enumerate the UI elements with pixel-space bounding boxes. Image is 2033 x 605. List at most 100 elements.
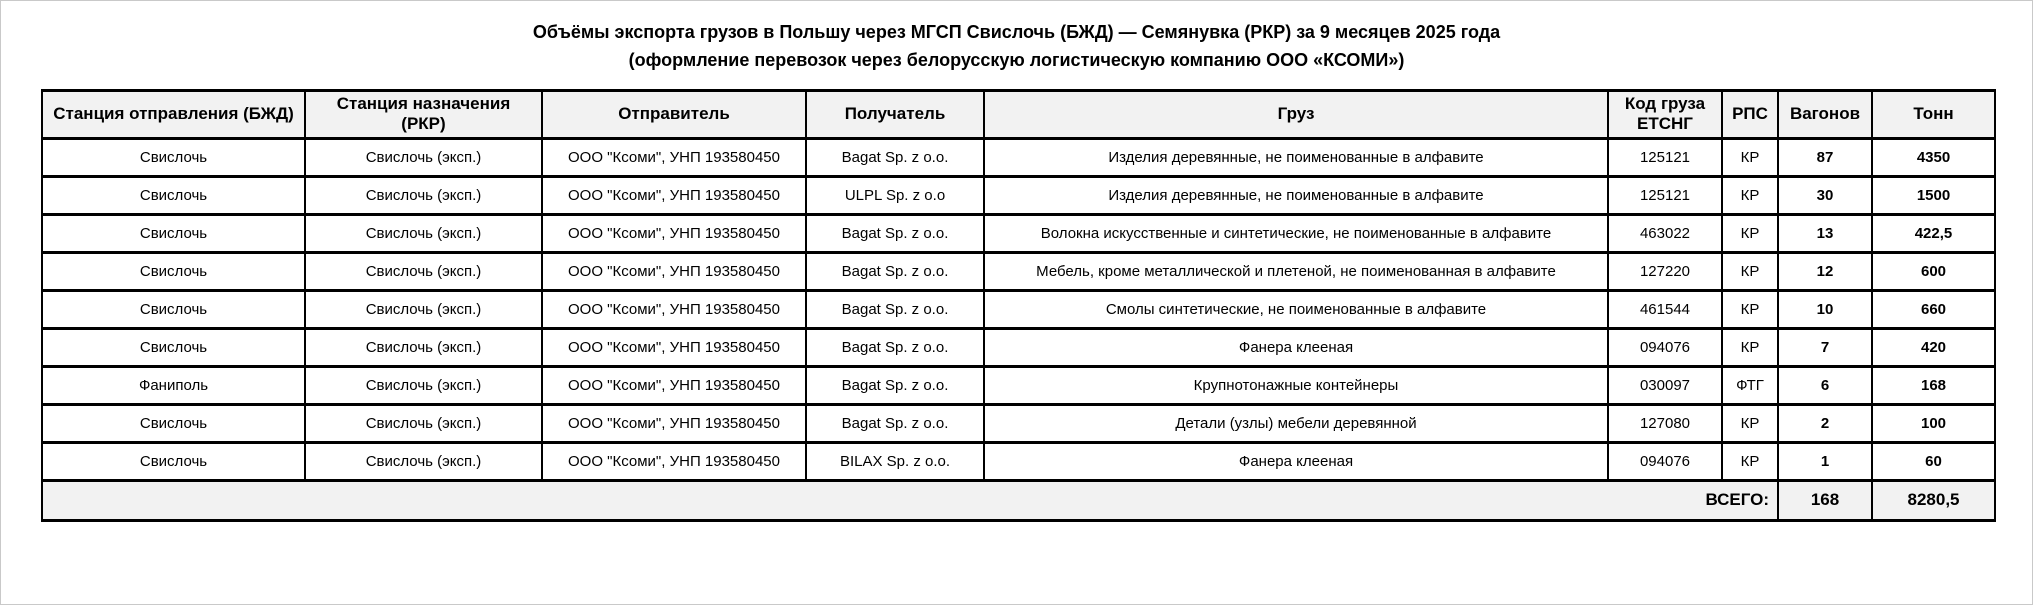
cell-wagons: 7 bbox=[1777, 326, 1873, 368]
cell-rps: КР bbox=[1721, 136, 1779, 178]
cell-sender: ООО "Ксоми", УНП 193580450 bbox=[541, 440, 807, 482]
cell-departure-station: Фаниполь bbox=[41, 364, 306, 406]
cell-cargo: Изделия деревянные, не поименованные в а… bbox=[983, 174, 1609, 216]
document-title: Объёмы экспорта грузов в Польшу через МГ… bbox=[1, 19, 2032, 75]
cell-cargo-code-etsng: 125121 bbox=[1607, 174, 1723, 216]
cell-rps: КР bbox=[1721, 326, 1779, 368]
cell-rps: КР bbox=[1721, 250, 1779, 292]
header-cargo-code-etsng: Код груза ЕТСНГ bbox=[1607, 88, 1723, 140]
cell-wagons: 12 bbox=[1777, 250, 1873, 292]
cell-cargo-code-etsng: 030097 bbox=[1607, 364, 1723, 406]
table-row: Свислочь Свислочь (эксп.) ООО "Ксоми", УНП… bbox=[41, 250, 1996, 292]
cell-receiver: Bagat Sp. z o.o. bbox=[805, 326, 985, 368]
cell-receiver: Bagat Sp. z o.o. bbox=[805, 250, 985, 292]
cell-destination-station: Свислочь (эксп.) bbox=[304, 440, 543, 482]
table-header: Станция отправления (БЖД) Станция назнач… bbox=[41, 88, 1996, 140]
cell-wagons: 13 bbox=[1777, 212, 1873, 254]
cell-sender: ООО "Ксоми", УНП 193580450 bbox=[541, 364, 807, 406]
cell-destination-station: Свислочь (эксп.) bbox=[304, 174, 543, 216]
cell-receiver: Bagat Sp. z o.o. bbox=[805, 212, 985, 254]
cell-departure-station: Свислочь bbox=[41, 440, 306, 482]
table-row: Фаниполь Свислочь (эксп.) ООО "Ксоми", УНП… bbox=[41, 364, 1996, 406]
cell-cargo-code-etsng: 125121 bbox=[1607, 136, 1723, 178]
cell-departure-station: Свислочь bbox=[41, 288, 306, 330]
cell-tons: 660 bbox=[1871, 288, 1996, 330]
cell-wagons: 10 bbox=[1777, 288, 1873, 330]
cell-departure-station: Свислочь bbox=[41, 326, 306, 368]
title-line-2: (оформление перевозок через белорусскую … bbox=[628, 49, 1405, 70]
cell-departure-station: Свислочь bbox=[41, 250, 306, 292]
cell-receiver: Bagat Sp. z o.o. bbox=[805, 402, 985, 444]
cell-wagons: 1 bbox=[1777, 440, 1873, 482]
cell-cargo: Смолы синтетические, не поименованные в … bbox=[983, 288, 1609, 330]
cell-destination-station: Свислочь (эксп.) bbox=[304, 136, 543, 178]
cell-tons: 600 bbox=[1871, 250, 1996, 292]
table-row: Свислочь Свислочь (эксп.) ООО "Ксоми", УНП… bbox=[41, 136, 1996, 178]
header-receiver: Получатель bbox=[805, 88, 985, 140]
cell-rps: КР bbox=[1721, 440, 1779, 482]
cell-cargo-code-etsng: 094076 bbox=[1607, 326, 1723, 368]
cell-sender: ООО "Ксоми", УНП 193580450 bbox=[541, 136, 807, 178]
cell-tons: 168 bbox=[1871, 364, 1996, 406]
header-tons: Тонн bbox=[1871, 88, 1996, 140]
cell-wagons: 30 bbox=[1777, 174, 1873, 216]
cell-wagons: 6 bbox=[1777, 364, 1873, 406]
cell-departure-station: Свислочь bbox=[41, 174, 306, 216]
cell-wagons: 87 bbox=[1777, 136, 1873, 178]
cell-departure-station: Свислочь bbox=[41, 136, 306, 178]
cell-destination-station: Свислочь (эксп.) bbox=[304, 212, 543, 254]
cell-cargo: Фанера клееная bbox=[983, 440, 1609, 482]
cell-departure-station: Свислочь bbox=[41, 212, 306, 254]
cell-receiver: Bagat Sp. z o.o. bbox=[805, 136, 985, 178]
header-rps: РПС bbox=[1721, 88, 1779, 140]
table-row: Свислочь Свислочь (эксп.) ООО "Ксоми", УНП… bbox=[41, 440, 1996, 482]
cell-tons: 100 bbox=[1871, 402, 1996, 444]
cell-rps: КР bbox=[1721, 402, 1779, 444]
cell-destination-station: Свислочь (эксп.) bbox=[304, 288, 543, 330]
header-sender: Отправитель bbox=[541, 88, 807, 140]
header-departure-station: Станция отправления (БЖД) bbox=[41, 88, 306, 140]
cell-sender: ООО "Ксоми", УНП 193580450 bbox=[541, 326, 807, 368]
cell-destination-station: Свислочь (эксп.) bbox=[304, 364, 543, 406]
cell-sender: ООО "Ксоми", УНП 193580450 bbox=[541, 250, 807, 292]
total-tons: 8280,5 bbox=[1871, 478, 1996, 522]
cell-rps: КР bbox=[1721, 174, 1779, 216]
cell-receiver: Bagat Sp. z o.o. bbox=[805, 364, 985, 406]
cell-sender: ООО "Ксоми", УНП 193580450 bbox=[541, 288, 807, 330]
total-wagons: 168 bbox=[1777, 478, 1873, 522]
header-destination-station: Станция назначения (РКР) bbox=[304, 88, 543, 140]
cell-cargo: Детали (узлы) мебели деревянной bbox=[983, 402, 1609, 444]
cell-tons: 422,5 bbox=[1871, 212, 1996, 254]
cell-cargo-code-etsng: 127080 bbox=[1607, 402, 1723, 444]
table-row: Свислочь Свислочь (эксп.) ООО "Ксоми", УНП… bbox=[41, 212, 1996, 254]
cell-rps: ФТГ bbox=[1721, 364, 1779, 406]
cell-receiver: Bagat Sp. z o.o. bbox=[805, 288, 985, 330]
cell-sender: ООО "Ксоми", УНП 193580450 bbox=[541, 174, 807, 216]
table-body: Свислочь Свислочь (эксп.) ООО "Ксоми", УНП… bbox=[41, 136, 1996, 482]
cell-sender: ООО "Ксоми", УНП 193580450 bbox=[541, 402, 807, 444]
cell-tons: 1500 bbox=[1871, 174, 1996, 216]
cell-cargo-code-etsng: 127220 bbox=[1607, 250, 1723, 292]
table-row: Свислочь Свислочь (эксп.) ООО "Ксоми", УНП… bbox=[41, 288, 1996, 330]
cell-cargo-code-etsng: 094076 bbox=[1607, 440, 1723, 482]
cell-cargo: Волокна искусственные и синтетические, н… bbox=[983, 212, 1609, 254]
cell-receiver: BILAX Sp. z o.o. bbox=[805, 440, 985, 482]
cell-rps: КР bbox=[1721, 288, 1779, 330]
table-row: Свислочь Свислочь (эксп.) ООО "Ксоми", УНП… bbox=[41, 326, 1996, 368]
cell-cargo: Фанера клееная bbox=[983, 326, 1609, 368]
cell-departure-station: Свислочь bbox=[41, 402, 306, 444]
cell-destination-station: Свислочь (эксп.) bbox=[304, 402, 543, 444]
export-volumes-table: Станция отправления (БЖД) Станция назнач… bbox=[41, 88, 1996, 522]
cell-cargo-code-etsng: 463022 bbox=[1607, 212, 1723, 254]
table-row: Свислочь Свислочь (эксп.) ООО "Ксоми", УНП… bbox=[41, 402, 1996, 444]
header-row: Станция отправления (БЖД) Станция назнач… bbox=[41, 88, 1996, 140]
table-row: Свислочь Свислочь (эксп.) ООО "Ксоми", УНП… bbox=[41, 174, 1996, 216]
cell-sender: ООО "Ксоми", УНП 193580450 bbox=[541, 212, 807, 254]
total-row: ВСЕГО: 168 8280,5 bbox=[41, 478, 1996, 522]
cell-cargo: Изделия деревянные, не поименованные в а… bbox=[983, 136, 1609, 178]
cell-cargo: Мебель, кроме металлической и плетеной, … bbox=[983, 250, 1609, 292]
cell-receiver: ULPL Sp. z o.o bbox=[805, 174, 985, 216]
cell-tons: 4350 bbox=[1871, 136, 1996, 178]
cell-cargo-code-etsng: 461544 bbox=[1607, 288, 1723, 330]
